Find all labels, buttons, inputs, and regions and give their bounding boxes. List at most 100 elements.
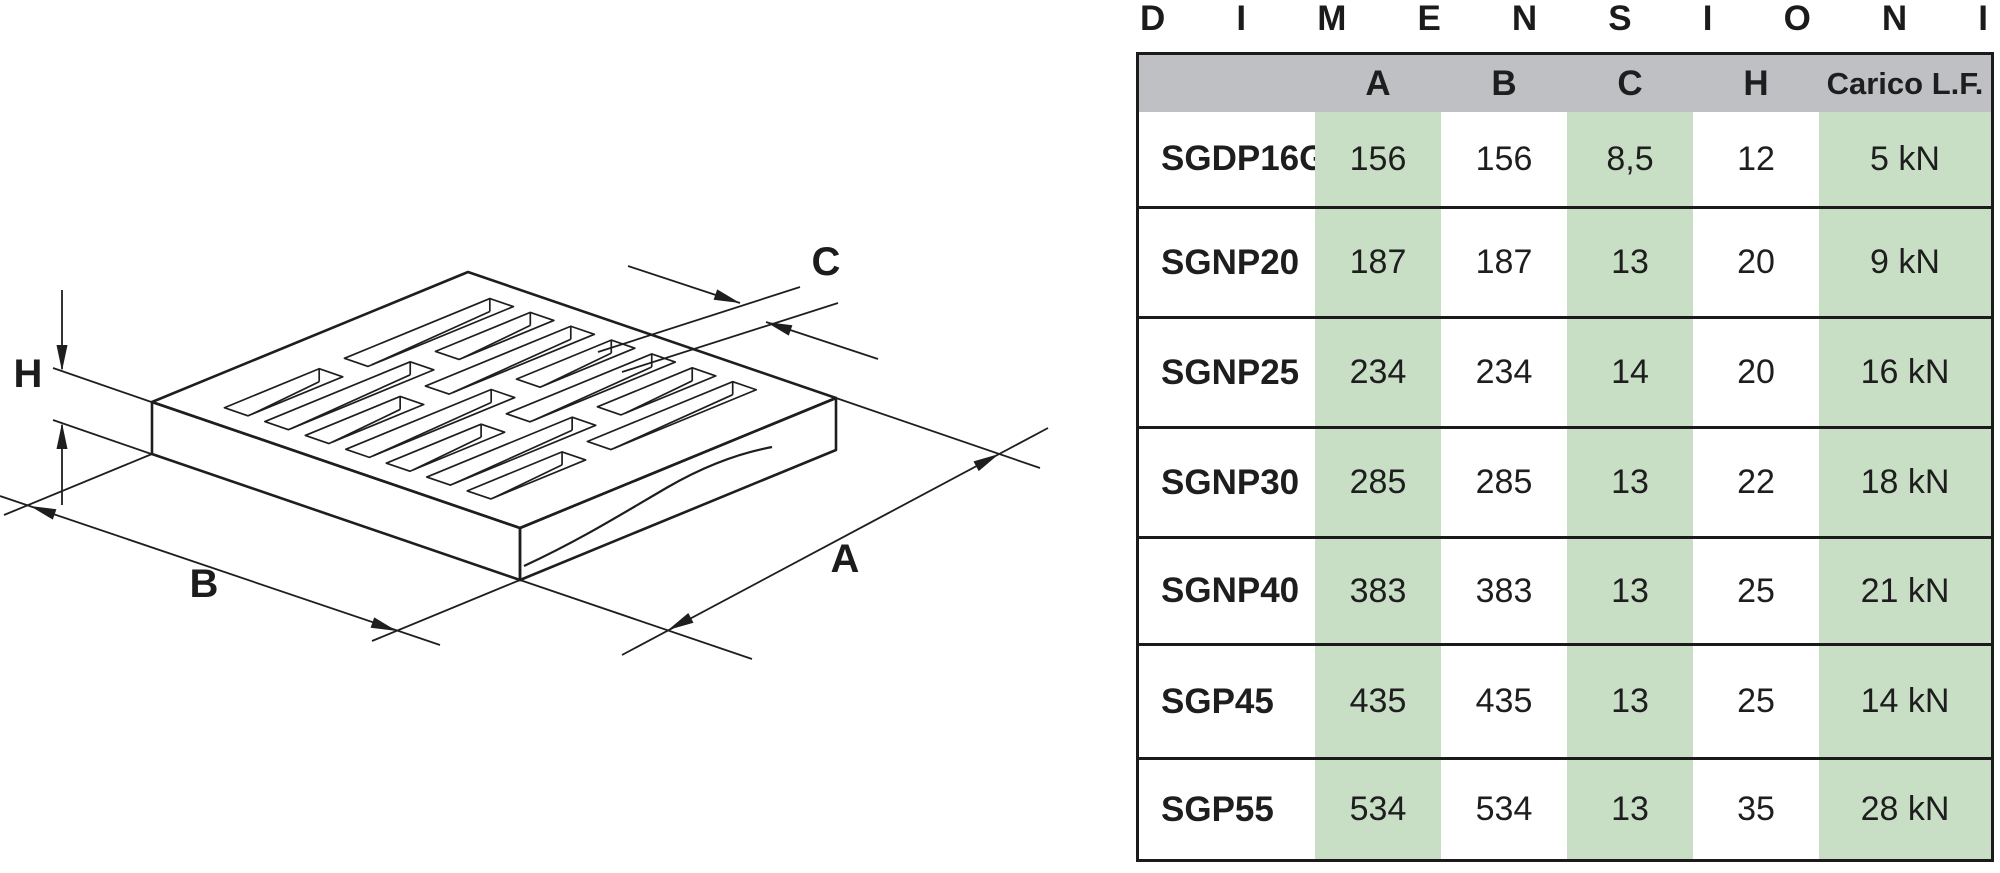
- table-title-letter: E: [1417, 0, 1441, 38]
- table-title-letter: D: [1140, 0, 1166, 38]
- c-dimension-line-2: [621, 302, 839, 373]
- value-cell: 20: [1693, 319, 1819, 426]
- slot-inner-wall-edge: [371, 310, 491, 366]
- c-arrowhead-left: [766, 322, 793, 336]
- value-cell: 5 kN: [1819, 112, 1991, 206]
- grate-technical-drawing: H B A C: [0, 240, 1049, 660]
- c-arrowhead-right: [713, 289, 740, 303]
- table-title-letter: O: [1783, 0, 1811, 38]
- value-cell: 156: [1441, 112, 1567, 206]
- slot-inner-wall-edge: [332, 408, 401, 443]
- value-cell: 35: [1693, 760, 1819, 859]
- slot-inner-wall-edge: [413, 436, 482, 471]
- grate-slot: [223, 367, 344, 417]
- h-arrowhead-up: [56, 423, 68, 449]
- grate-slot: [344, 388, 516, 459]
- slot-inner-wall-edge: [291, 374, 411, 429]
- value-cell: 21 kN: [1819, 539, 1991, 643]
- header-cell-h: H: [1693, 55, 1819, 112]
- a-arrowhead-upper: [973, 454, 999, 472]
- value-cell: 18 kN: [1819, 429, 1991, 536]
- value-cell: 435: [1315, 646, 1441, 757]
- value-cell: 285: [1441, 429, 1567, 536]
- table-row-sgp45: SGP45 435 435 13 25 14 kN: [1139, 643, 1991, 757]
- value-cell: 13: [1567, 760, 1693, 859]
- value-cell: 25: [1693, 646, 1819, 757]
- grate-slot: [304, 395, 425, 445]
- grate-slot: [385, 423, 506, 473]
- h-arrowhead-down: [56, 345, 68, 371]
- model-cell: SGNP25: [1139, 319, 1315, 426]
- table-row-sgdp16g: SGDP16G 156 156 8,5 12 5 kN: [1139, 112, 1991, 206]
- grate-slot: [466, 451, 587, 500]
- table-title-letter: I: [1236, 0, 1247, 38]
- value-cell: 14 kN: [1819, 646, 1991, 757]
- grate-left-face: [150, 400, 522, 582]
- value-cell: 13: [1567, 646, 1693, 757]
- h-extension-bottom: [52, 419, 161, 458]
- header-cell-b: B: [1441, 55, 1567, 112]
- value-cell: 22: [1693, 429, 1819, 536]
- header-cell-carico-l-f-: Carico L.F.: [1819, 55, 1991, 112]
- table-row-sgnp30: SGNP30 285 285 13 22 18 kN: [1139, 426, 1991, 536]
- grate-right-face: [518, 396, 838, 582]
- b-dimension-line: [0, 495, 441, 646]
- c-dimension-line-1: [597, 286, 801, 353]
- slot-inner-wall-edge: [494, 464, 563, 499]
- dimension-label-h: H: [14, 352, 43, 396]
- header-cell-a: A: [1315, 55, 1441, 112]
- value-cell: 25: [1693, 539, 1819, 643]
- dimension-label-c: C: [812, 240, 841, 284]
- model-cell: SGNP40: [1139, 539, 1315, 643]
- value-cell: 534: [1441, 760, 1567, 859]
- value-cell: 383: [1441, 539, 1567, 643]
- b-arrowhead-left: [30, 506, 57, 520]
- value-cell: 285: [1315, 429, 1441, 536]
- slot-inner-wall-edge: [533, 366, 653, 422]
- value-cell: 13: [1567, 429, 1693, 536]
- slot-inner-wall-edge: [453, 429, 573, 485]
- b-extension-right: [371, 579, 521, 642]
- slot-inner-wall-edge: [543, 352, 612, 387]
- table-title-letter: S: [1608, 0, 1632, 38]
- value-cell: 20: [1693, 209, 1819, 316]
- table-title-letter: I: [1978, 0, 1988, 38]
- value-cell: 187: [1441, 209, 1567, 316]
- arrowheads: [30, 289, 999, 631]
- value-cell: 28 kN: [1819, 760, 1991, 859]
- dimension-label-a: A: [831, 537, 860, 581]
- table-row-sgp55: SGP55 534 534 13 35 28 kN: [1139, 757, 1991, 859]
- model-cell: SGP45: [1139, 646, 1315, 757]
- slot-inner-wall-edge: [452, 338, 572, 394]
- value-cell: 534: [1315, 760, 1441, 859]
- model-cell: SGNP20: [1139, 209, 1315, 316]
- grate-body: [150, 270, 838, 582]
- spec-table: A B C H Carico L.F. SGDP16G 156 156 8,5 12 5 kN SGN…: [1136, 52, 1994, 862]
- value-cell: 16 kN: [1819, 319, 1991, 426]
- slot-inner-wall-edge: [614, 393, 734, 449]
- header-cell-blank: [1139, 55, 1315, 112]
- value-cell: 383: [1315, 539, 1441, 643]
- model-cell: SGP55: [1139, 760, 1315, 859]
- b-extension-left: [3, 453, 153, 516]
- grate-slot: [596, 366, 717, 416]
- grate-slot: [343, 297, 515, 368]
- value-cell: 14: [1567, 319, 1693, 426]
- dimension-lines: [0, 265, 1049, 660]
- slot-inner-wall-edge: [462, 324, 531, 359]
- dimension-label-b: B: [190, 562, 219, 606]
- table-title-letter: N: [1881, 0, 1908, 38]
- grate-slots: [223, 297, 758, 500]
- slot-inner-wall-edge: [251, 380, 320, 415]
- value-cell: 156: [1315, 112, 1441, 206]
- table-row-sgnp20: SGNP20 187 187 13 20 9 kN: [1139, 206, 1991, 316]
- model-cell: SGDP16G: [1139, 112, 1326, 206]
- value-cell: 13: [1567, 539, 1693, 643]
- grate-slot: [515, 339, 636, 389]
- table-title-letter: I: [1702, 0, 1713, 38]
- model-cell: SGNP30: [1139, 429, 1315, 536]
- value-cell: 13: [1567, 209, 1693, 316]
- table-title-letter: N: [1511, 0, 1538, 38]
